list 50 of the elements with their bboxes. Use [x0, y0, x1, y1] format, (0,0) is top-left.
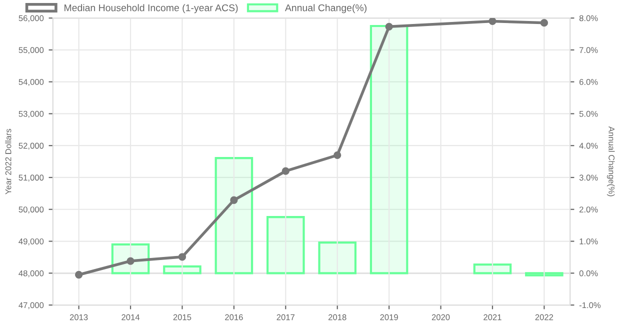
- point: [334, 151, 342, 159]
- x-tick-label: 2015: [173, 314, 192, 320]
- y2-tick-label: 8.0%: [579, 15, 598, 22]
- y-tick-label: 52,000: [18, 142, 44, 150]
- y-tick-label: 48,000: [18, 270, 44, 278]
- y-tick-label: 56,000: [18, 15, 44, 22]
- legend-label: Median Household Income (1-year ACS): [64, 4, 238, 14]
- bar: [163, 265, 202, 274]
- y-tick-label: 47,000: [18, 302, 44, 310]
- point: [230, 196, 238, 204]
- y2-tick-label: 0.0%: [579, 270, 598, 276]
- y2-tick-label: 6.0%: [579, 79, 598, 85]
- point: [178, 253, 186, 261]
- y-tick-label: 49,000: [18, 238, 44, 246]
- x-tick-label: 2020: [432, 314, 450, 320]
- x-tick-label: 2013: [70, 314, 88, 320]
- y-tick-label: 54,000: [18, 79, 44, 86]
- x-tick-label: 2021: [484, 314, 502, 320]
- x-tick-label: 2017: [276, 314, 294, 320]
- y2-tick-label: 7.0%: [580, 47, 598, 54]
- y-tick-label: 50,000: [18, 206, 44, 214]
- bar: [370, 24, 408, 274]
- x-tick-label: 2014: [122, 314, 140, 320]
- point: [74, 270, 83, 279]
- bar: [266, 216, 305, 274]
- point: [540, 19, 548, 27]
- y2-axis-title: Annual Change(%): [606, 126, 615, 196]
- point: [385, 22, 393, 30]
- y-tick-label: 55,000: [18, 47, 44, 54]
- y2-tick-label: 5.0%: [579, 110, 598, 117]
- x-tick-label: 2016: [225, 314, 243, 320]
- point: [282, 167, 290, 175]
- y2-tick-label: 1.0%: [580, 238, 598, 244]
- y2-tick-label: -1.0%: [579, 302, 601, 308]
- y2-tick-label: 4.0%: [579, 142, 598, 149]
- point: [126, 257, 134, 265]
- bar: [318, 241, 356, 274]
- x-tick-label: 2019: [380, 314, 398, 320]
- y-tick-label: 53,000: [18, 110, 44, 118]
- y2-tick-label: 3.0%: [579, 174, 598, 181]
- point: [488, 18, 496, 26]
- bar: [214, 156, 254, 274]
- y-axis-title: Year 2022 Dollars: [5, 128, 12, 194]
- x-tick-label: 2018: [328, 314, 346, 320]
- bar: [473, 263, 512, 274]
- x-tick-label: 2022: [535, 314, 554, 320]
- y2-tick-label: 2.0%: [579, 206, 598, 212]
- legend-label: Annual Change(%): [284, 4, 366, 14]
- bar: [525, 272, 564, 276]
- y-tick-label: 51,000: [18, 174, 44, 182]
